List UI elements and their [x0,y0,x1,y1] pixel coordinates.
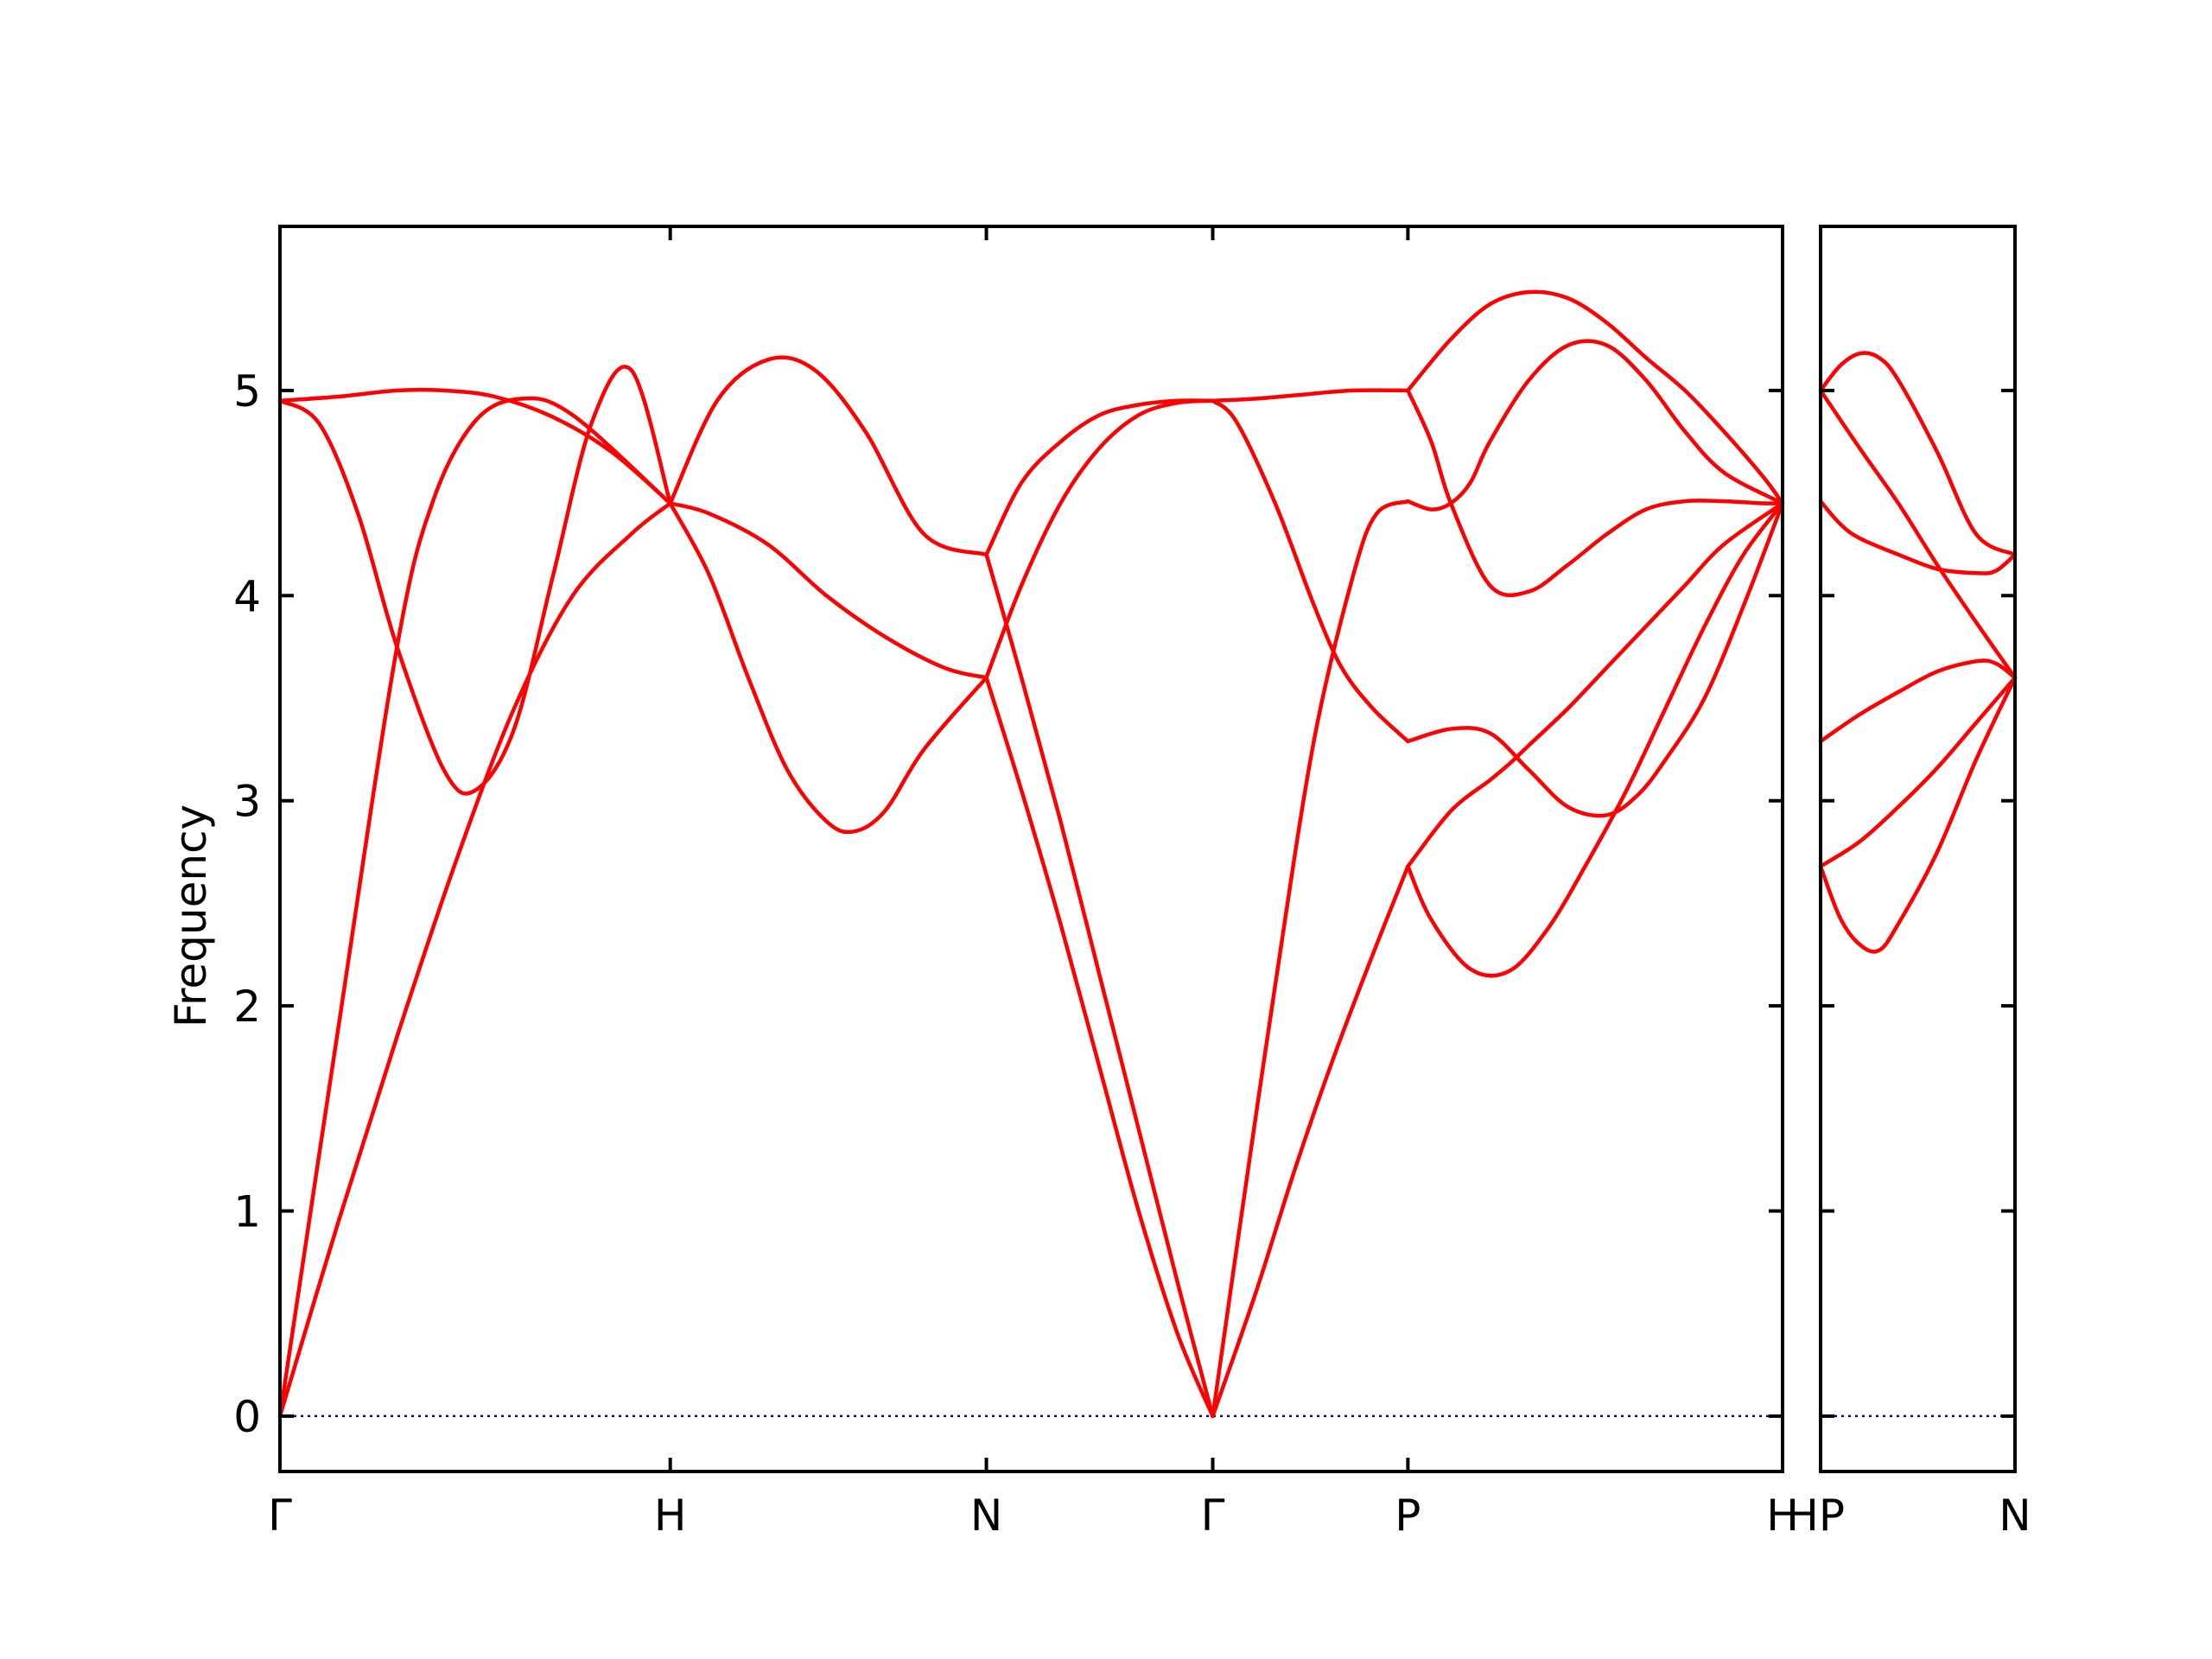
phonon-band-main-15 [1211,388,1410,404]
panel-side: HP N [1786,225,2031,1541]
y-tick-label-0: 0 [233,1392,261,1442]
phonon-band-main-8 [984,552,1215,1419]
y-tick-label-4: 4 [233,571,261,621]
x-tick-label-side-0: HP [1786,1491,1845,1541]
phonon-band-main-19 [1406,501,1785,818]
phonon-band-main-17 [1406,388,1785,598]
phonon-band-side-5 [1818,676,2018,868]
phonon-band-main-5 [668,355,988,557]
phonon-band-main-3 [277,501,672,1419]
x-tick-label-main-0: Γ [268,1491,292,1541]
phonon-band-side-3 [1818,499,2018,575]
phonon-band-main-21 [1406,501,1785,978]
phonon-band-main-1 [277,365,672,796]
phonon-band-main-2 [277,396,672,1419]
y-tick-label-1: 1 [233,1187,261,1237]
phonon-band-main-6 [668,501,988,680]
phonon-band-main-16 [1406,339,1785,512]
phonon-band-main-20 [1406,501,1785,868]
phonon-band-main-11 [984,398,1215,557]
phonon-band-main-13 [1211,864,1410,1419]
phonon-band-side-4 [1818,658,2018,744]
x-tick-label-main-5: H [1766,1491,1799,1541]
phonon-band-main-14 [1211,398,1410,744]
y-tick-label-5: 5 [233,366,261,416]
plot-frame-main [278,225,1784,1473]
y-tick-label-2: 2 [233,982,261,1032]
phonon-band-side-1 [1818,351,2018,557]
x-tick-label-main-1: H [654,1491,687,1541]
phonon-band-side-2 [1818,388,2018,680]
phonon-band-main-18 [1406,289,1785,505]
phonon-band-main-10 [984,398,1215,680]
y-tick-label-3: 3 [233,777,261,827]
phonon-band-main-4 [277,387,672,505]
panel-main: 0 1 2 3 4 5 Γ H N Γ P H [233,225,1799,1541]
phonon-band-main-9 [984,676,1215,1419]
x-tick-label-side-1: N [1999,1491,2031,1541]
x-tick-label-main-3: Γ [1201,1491,1225,1541]
x-tick-label-main-2: N [970,1491,1002,1541]
phonon-band-main-12 [1211,499,1410,1419]
x-tick-label-main-4: P [1395,1491,1421,1541]
y-axis-label: Frequency [166,804,216,1027]
phonon-band-side-6 [1818,676,2018,954]
phonon-band-main-7 [668,501,988,835]
plot-frame-side [1819,225,2017,1473]
